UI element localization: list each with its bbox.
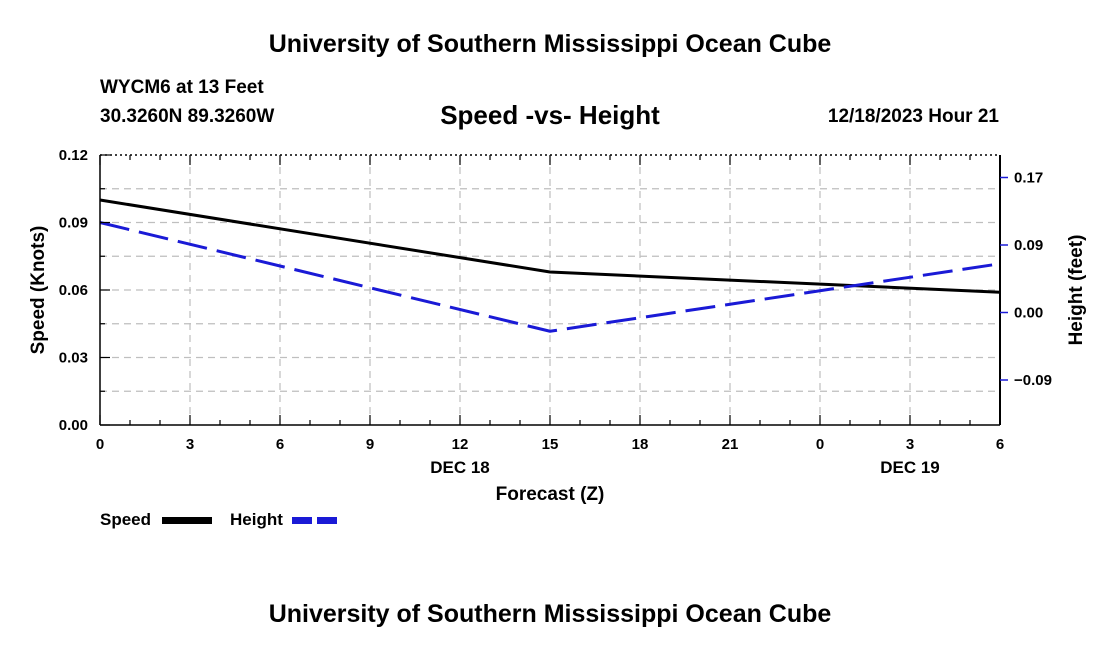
datetime-label: 12/18/2023 Hour 21 (827, 106, 999, 127)
height-line (99, 221, 1001, 333)
legend-height-swatch (292, 517, 342, 524)
x-tick-label: 18 (632, 436, 649, 453)
x-tick-label: 6 (276, 436, 284, 453)
grid (100, 155, 1000, 425)
x-tick-label: 21 (722, 436, 739, 453)
x-tick-label: 15 (542, 436, 559, 453)
x-tick-label: 0 (816, 436, 824, 453)
y-tick-label: 0.09 (59, 215, 88, 232)
x-date-label: DEC 18 (430, 458, 490, 477)
x-axis-label: Forecast (Z) (496, 484, 605, 505)
page-title: University of Southern Mississippi Ocean… (268, 30, 832, 58)
y-axis-label: Speed (Knots) (28, 226, 49, 355)
y-tick-label: 0.00 (59, 417, 88, 434)
station-label: WYCM6 at 13 Feet (100, 77, 264, 98)
y2-tick-label: 0.09 (1014, 237, 1043, 254)
x-tick-label: 3 (186, 436, 194, 453)
y2-tick-label: −0.09 (1014, 372, 1052, 389)
x-tick-label: 0 (96, 436, 104, 453)
x-tick-label: 12 (452, 436, 469, 453)
chart-title: Speed -vs- Height (440, 100, 660, 130)
legend-speed-swatch (162, 517, 212, 524)
y-tick-label: 0.03 (59, 350, 88, 367)
legend-speed-label: Speed (100, 510, 152, 529)
y-tick-label: 0.12 (59, 147, 88, 164)
axes: 0 3 6 9 12 15 18 21 0 3 6 DEC 18 DEC 19 0.00 0.03 0.06 0… (59, 147, 1052, 477)
y2-axis-label: Height (feet) (1066, 235, 1087, 346)
x-date-label: DEC 19 (880, 458, 940, 477)
x-tick-label: 3 (906, 436, 914, 453)
coordinates-label: 30.3260N 89.3260W (100, 106, 275, 127)
y2-tick-label: 0.17 (1014, 170, 1043, 187)
series (99, 198, 1001, 333)
y2-tick-label: 0.00 (1014, 305, 1043, 322)
footer-title: University of Southern Mississippi Ocean… (268, 600, 832, 628)
x-tick-label: 6 (996, 436, 1004, 453)
legend-height-label: Height (230, 510, 283, 529)
x-tick-label: 9 (366, 436, 374, 453)
y-tick-label: 0.06 (59, 282, 88, 299)
